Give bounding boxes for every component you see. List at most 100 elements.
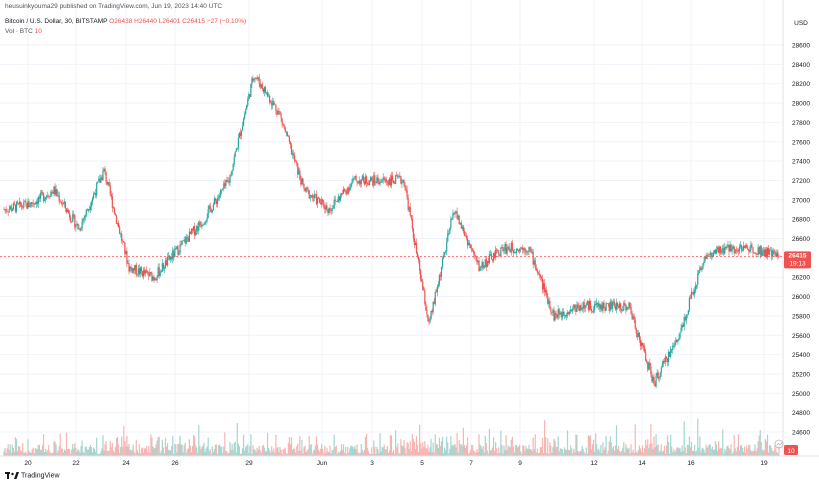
volume-bar [570,445,572,456]
volume-bar [125,446,127,456]
volume-bar [667,441,670,456]
volume-bar [378,453,380,456]
candle-body [209,205,211,209]
volume-bar [588,436,591,456]
candle-body [682,325,684,328]
candle-body [399,175,401,177]
candle-body [496,249,498,251]
candle-body [383,177,385,181]
volume-bar [244,450,246,456]
volume-bar [97,453,99,456]
tradingview-brand[interactable]: TradingView [5,472,60,479]
candle-body [190,228,193,234]
volume-bar [192,434,195,456]
volume-bar [12,447,14,456]
candle-body [591,311,594,312]
volume-bar [691,450,694,456]
volume-bar [503,445,505,456]
candle-body [54,186,56,195]
candle-body [50,191,52,197]
volume-bar [449,448,451,456]
candle-body [652,376,654,382]
candle-body [525,251,527,253]
candle-body [374,175,376,182]
volume-bar [116,436,119,456]
candle-body [601,304,603,311]
volume-bar [417,452,420,456]
volume-bar [79,452,81,456]
y-tick-label: 27200 [792,178,810,185]
volume-bar [7,444,9,456]
volume-bar [64,450,67,456]
volume-bar [736,447,738,456]
volume-bar [429,447,431,456]
candle-body [28,201,30,207]
candle-body [420,270,422,280]
volume-bar [399,453,401,456]
volume-bar [213,449,216,456]
candle-body [160,271,162,273]
candle-body [280,114,282,119]
volume-bar [555,447,557,456]
volume-bar [76,451,78,456]
volume-bar [551,452,553,456]
ohlc-high: H26440 [134,18,157,25]
volume-bar [258,445,260,456]
volume-bar [747,448,749,456]
candle-body [683,317,685,328]
candle-body [708,254,710,256]
volume-bar [437,447,439,456]
volume-bar [580,450,582,456]
volume-bar [455,447,457,456]
candle-body [562,311,564,316]
volume-bar [447,442,449,456]
candle-body [686,314,688,316]
volume-bar [758,435,760,456]
candle-body [538,273,541,275]
candle-body [414,242,417,246]
candle-body [309,196,311,199]
settings-icon[interactable] [774,439,784,449]
volume-bar [82,451,84,456]
volume-bar [74,443,76,456]
volume-bar [481,448,483,456]
volume-bar [110,447,112,456]
volume-bar [638,445,641,456]
volume-bar [283,448,285,456]
candle-body [112,207,114,209]
volume-bar [704,452,706,456]
volume-bar [683,421,685,456]
volume-bar [536,448,538,456]
candle-body [300,178,302,185]
candle-body [507,246,509,248]
candle-body [126,250,128,264]
candle-body [701,268,703,270]
candle-body [274,104,276,105]
candles [3,73,780,389]
volume-bar [145,448,147,456]
volume-bar [278,452,280,456]
candle-body [290,144,293,155]
volume-bar [14,437,17,456]
candle-body [302,178,304,184]
candle-body [129,266,131,272]
candle-body [736,250,738,252]
candle-body [245,109,247,115]
volume-bar [506,449,508,456]
candle-body [487,261,489,263]
volume-bar [560,448,562,456]
volume-bar [446,436,448,456]
candle-body [391,175,394,181]
candle-body [474,254,476,257]
candle-body [242,118,245,126]
volume-bar [17,446,20,456]
y-axis-ticks: 2460024800250002520025400256002580026000… [792,43,810,437]
candle-body [649,363,651,367]
volume-bar [108,450,110,456]
candle-body [176,246,178,249]
currency-label: USD [794,20,808,27]
candle-body [576,304,578,313]
candle-body [215,200,218,205]
volume-bar [430,438,432,456]
